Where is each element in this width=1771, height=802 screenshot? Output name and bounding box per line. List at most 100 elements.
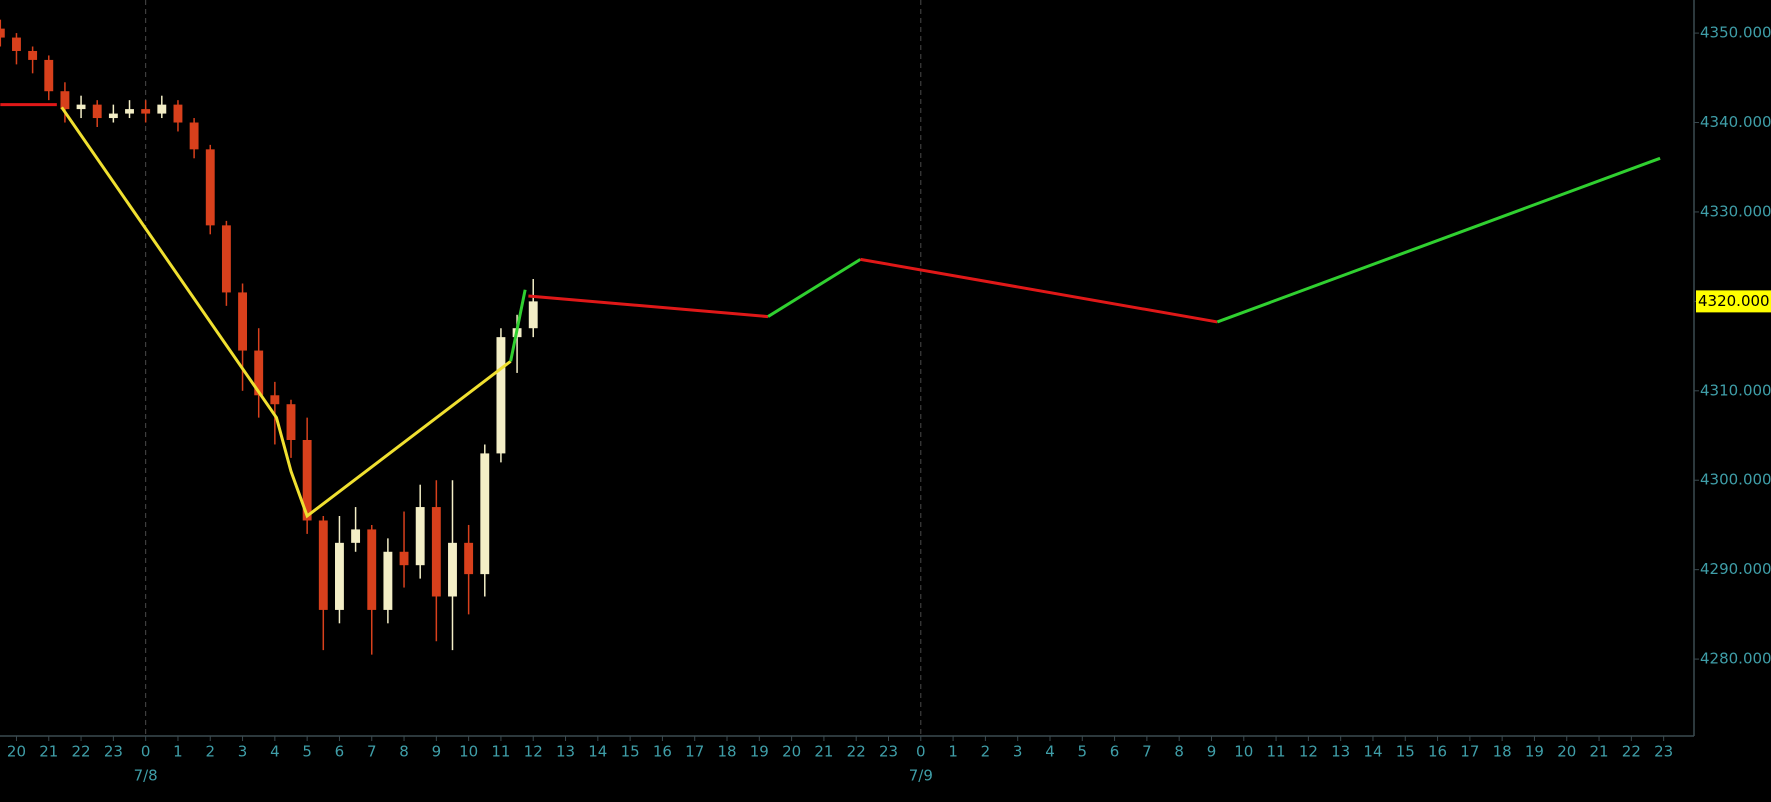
candle-body [92,104,102,119]
candle-body [12,37,21,51]
x-tick-label: 9 [1207,743,1217,761]
x-tick-label: 4 [1045,743,1055,761]
y-tick-label: 4290.000 [1700,560,1771,578]
x-tick-label: 23 [879,743,898,761]
x-tick-label: 3 [1013,743,1023,761]
x-tick-label: 6 [1110,743,1120,761]
x-tick-label: 11 [491,743,510,761]
x-tick-label: 21 [814,743,833,761]
candle-body [238,292,247,351]
candle-body [415,507,425,566]
x-tick-label: 22 [847,743,866,761]
trend-line [860,257,1218,324]
candle-body [399,551,409,566]
x-tick-label: 8 [1174,743,1184,761]
x-tick-label: 21 [1589,743,1608,761]
x-tick-label: 18 [717,743,736,761]
trend-line [509,289,527,362]
trend-line [767,258,862,318]
candle-body [270,395,280,405]
y-tick-label: 4350.000 [1700,24,1771,42]
x-tick-label: 17 [1460,743,1479,761]
x-tick-label: 16 [1428,743,1447,761]
x-tick-label: 10 [1234,743,1253,761]
x-tick-label: 19 [750,743,769,761]
candle-body [44,59,54,92]
candle-body [205,149,215,226]
candle-body [367,529,377,610]
candle-body [76,104,86,110]
x-tick-label: 0 [141,743,151,761]
x-tick-label: 22 [1622,743,1641,761]
x-tick-label: 19 [1525,743,1544,761]
x-tick-label: 7 [367,743,377,761]
candle-body [318,520,328,610]
x-tick-label: 15 [1396,743,1415,761]
x-tick-label: 18 [1493,743,1512,761]
x-tick-label: 13 [556,743,575,761]
candle-body [254,350,264,396]
x-tick-label: 3 [238,743,248,761]
x-tick-label: 1 [173,743,183,761]
x-tick-label: 1 [948,743,958,761]
candle-body [351,529,361,543]
candle-body [480,453,490,575]
x-tick-label: 12 [524,743,543,761]
x-tick-label: 0 [916,743,926,761]
x-tick-label: 7 [1142,743,1152,761]
candle-body [125,109,134,114]
candle-body [431,507,441,597]
x-tick-label: 6 [335,743,345,761]
candle-body [60,91,70,110]
x-tick-label: 4 [270,743,280,761]
candle-body [0,28,5,38]
x-tick-label: 11 [1267,743,1286,761]
x-tick-label: 23 [104,743,123,761]
x-tick-label: 15 [621,743,640,761]
x-tick-label: 16 [653,743,672,761]
candle-body [141,109,151,114]
x-tick-label: 2 [205,743,215,761]
candle-body [496,337,506,454]
x-tick-label: 14 [1363,743,1382,761]
candle-body [173,104,183,123]
trend-line [1216,156,1661,324]
x-tick-label: 5 [1078,743,1088,761]
trend-line [60,106,512,519]
x-tick-label: 9 [432,743,442,761]
candle-body [335,542,344,610]
x-tick-label: 13 [1331,743,1350,761]
candle-body [448,542,457,597]
candle-body [302,439,312,521]
x-tick-label: 22 [72,743,91,761]
x-tick-label: 17 [685,743,704,761]
y-tick-label: 4280.000 [1700,650,1771,668]
x-tick-label: 20 [782,743,801,761]
x-tick-label: 21 [39,743,58,761]
x-tick-label: 20 [1557,743,1576,761]
candle-body [528,301,538,329]
x-tick-label: 23 [1654,743,1673,761]
x-tick-label: 20 [7,743,26,761]
y-tick-label: 4300.000 [1700,471,1771,489]
date-label: 7/8 [134,767,158,785]
candle-body [221,225,231,293]
x-tick-label: 14 [588,743,607,761]
candle-body [108,113,118,119]
date-label: 7/9 [909,767,933,785]
x-tick-label: 10 [459,743,478,761]
x-tick-label: 12 [1299,743,1318,761]
x-tick-label: 5 [302,743,312,761]
y-tick-label: 4330.000 [1700,202,1771,220]
trend-line [528,294,769,319]
candle-body [157,104,167,114]
candle-body [464,542,474,575]
candle-body [286,404,296,440]
candle-body [383,551,393,610]
x-tick-label: 8 [399,743,409,761]
last-price-box [1696,290,1771,313]
x-tick-label: 2 [981,743,991,761]
y-tick-label: 4310.000 [1700,381,1771,399]
candle-body [189,122,199,150]
